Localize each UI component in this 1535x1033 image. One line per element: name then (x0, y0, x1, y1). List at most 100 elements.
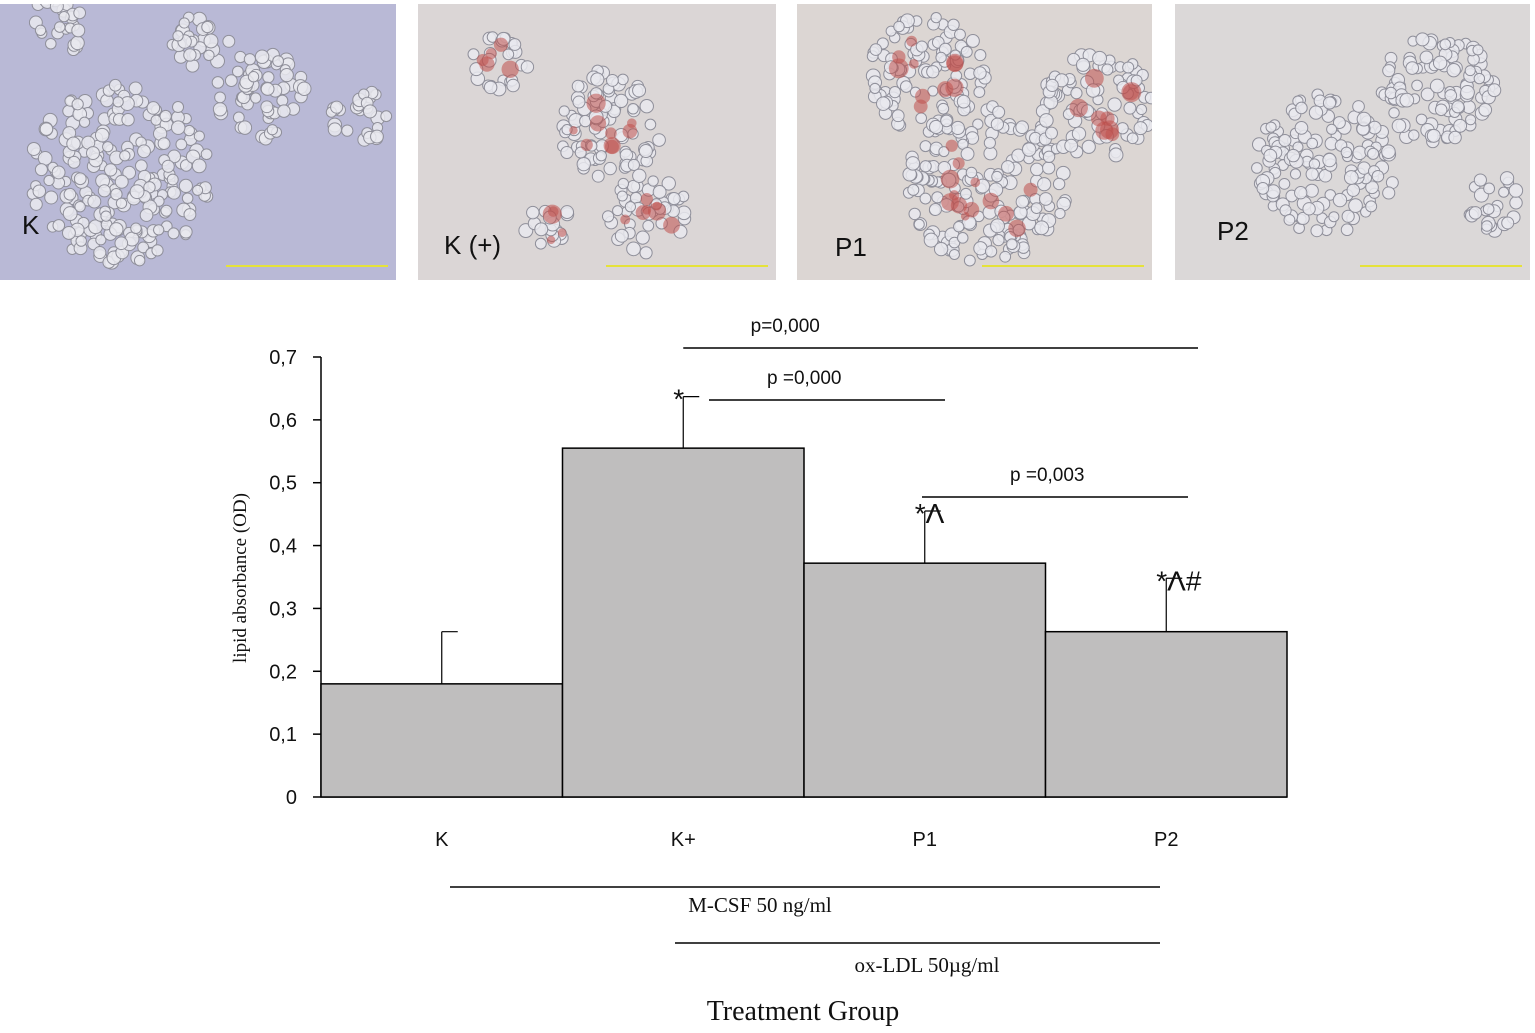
cell-icon (632, 168, 647, 183)
cell-icon (247, 71, 260, 83)
cell-icon (166, 173, 179, 186)
cell-icon (1473, 72, 1486, 85)
lipid-stain-icon (479, 56, 495, 72)
cell-icon (160, 204, 173, 217)
cell-icon (97, 184, 111, 198)
lipid-stain-icon (945, 139, 958, 152)
cell-icon (129, 184, 145, 200)
lipid-stain-icon (892, 50, 906, 64)
cell-icon (1306, 137, 1319, 150)
cell-icon (908, 207, 921, 221)
cell-icon (956, 232, 969, 244)
cell-icon (632, 83, 647, 98)
cell-icon (1075, 57, 1091, 72)
cell-icon (254, 49, 270, 64)
cell-icon (1453, 118, 1468, 133)
lipid-stain-icon (586, 93, 606, 113)
cell-icon (63, 187, 77, 201)
lipid-stain-icon (915, 88, 931, 104)
cell-icon (1460, 85, 1475, 100)
cell-icon (891, 109, 905, 123)
cell-icon (214, 91, 226, 104)
cell-icon (963, 254, 976, 267)
cell-icon (1052, 177, 1066, 191)
cell-icon (1332, 192, 1348, 208)
cell-icon (1015, 120, 1029, 135)
cell-icon (869, 82, 881, 94)
cell-icon (1481, 220, 1493, 232)
cell-icon (638, 143, 653, 159)
cell-icon (520, 60, 535, 74)
y-tick-label: 0,7 (269, 347, 297, 369)
cell-icon (627, 158, 640, 171)
cell-icon (1294, 186, 1308, 200)
cell-icon (1265, 121, 1277, 133)
significance-marker: *Λ# (1156, 565, 1202, 596)
lipid-stain-icon (557, 228, 567, 237)
cell-icon (179, 225, 193, 239)
cell-icon (929, 119, 944, 135)
cell-icon (572, 95, 586, 109)
lipid-stain-icon (888, 58, 909, 79)
cell-icon (1001, 160, 1015, 174)
cell-icon (893, 20, 905, 33)
cell-icon (483, 80, 498, 95)
cell-icon (984, 245, 998, 258)
cell-icon (919, 160, 932, 173)
cell-icon (137, 144, 151, 159)
cell-icon (100, 210, 112, 222)
cell-icon (888, 85, 902, 99)
cell-icon (49, 4, 64, 14)
treatment-label: M-CSF 50 ng/ml (688, 893, 832, 917)
cell-icon (959, 187, 972, 200)
cell-icon (991, 170, 1003, 183)
cell-icon (1135, 103, 1148, 116)
cell-icon (965, 166, 978, 179)
cell-icon (667, 192, 681, 206)
micrograph-p1: P1 (797, 4, 1152, 280)
lipid-stain-icon (982, 192, 1000, 210)
cell-icon (93, 246, 107, 260)
cell-icon (940, 114, 953, 128)
cell-icon (1045, 78, 1059, 92)
cell-icon (201, 20, 214, 34)
lipid-stain-icon (1069, 98, 1088, 118)
cell-icon (178, 17, 190, 29)
cell-icon (191, 158, 207, 174)
cell-icon (108, 78, 122, 92)
cell-icon (178, 178, 193, 193)
y-axis-title: lipid absorbance (OD) (230, 493, 251, 663)
cell-icon (571, 79, 585, 93)
micrograph-k-positive-image (418, 4, 776, 280)
cell-icon (277, 104, 291, 118)
cell-icon (260, 82, 275, 96)
cell-icon (1391, 118, 1407, 134)
cell-icon (1415, 113, 1428, 126)
cell-icon (43, 174, 55, 187)
cell-icon (1356, 111, 1372, 127)
cell-icon (114, 236, 129, 251)
micrograph-p1-image (797, 4, 1152, 280)
cell-icon (167, 227, 180, 240)
cell-icon (26, 142, 41, 156)
lipid-stain-icon (952, 157, 965, 170)
cell-icon (1101, 63, 1114, 76)
cell-icon (34, 163, 48, 177)
cell-icon (95, 234, 107, 246)
cell-icon (1371, 169, 1385, 183)
y-tick-label: 0,4 (269, 536, 297, 558)
cell-icon (612, 205, 624, 217)
cell-icon (1420, 87, 1435, 102)
lipid-stain-icon (908, 58, 919, 69)
cell-icon (86, 146, 100, 161)
cell-icon (956, 94, 971, 109)
cell-icon (94, 127, 110, 143)
bar-K (320, 683, 564, 798)
y-tick-label: 0,2 (269, 661, 297, 683)
cell-icon (1473, 173, 1487, 187)
significance-marker: *Λ (915, 498, 945, 529)
cell-icon (647, 175, 659, 187)
cell-icon (990, 117, 1005, 131)
cell-icon (1487, 83, 1502, 98)
